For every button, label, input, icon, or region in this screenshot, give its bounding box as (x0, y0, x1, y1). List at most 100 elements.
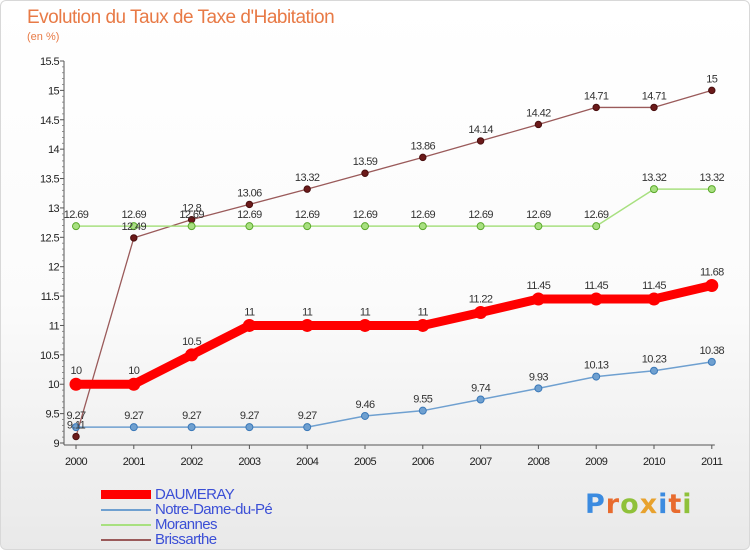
data-label: 14.14 (468, 124, 493, 136)
data-label: 12.8 (182, 203, 201, 215)
data-label: 9.27 (182, 410, 201, 422)
legend-label: Brissarthe (155, 531, 217, 548)
data-label: 11 (360, 306, 371, 318)
data-point (245, 222, 254, 231)
x-tick-label: 2009 (585, 456, 608, 468)
series-line-1 (76, 361, 712, 428)
data-point (303, 222, 312, 231)
data-label: 15 (706, 73, 718, 85)
legend-swatch (101, 538, 151, 541)
data-label: 9.27 (298, 410, 317, 422)
data-label: 12.69 (468, 209, 493, 221)
data-label: 14.42 (526, 107, 551, 119)
data-label: 12.49 (122, 221, 147, 233)
data-point (358, 318, 372, 332)
data-label: 14.71 (642, 90, 667, 102)
x-tick-label: 2008 (527, 456, 550, 468)
logo-letter: r (605, 489, 621, 520)
x-tick-label: 2000 (65, 456, 88, 468)
data-point (705, 278, 719, 292)
y-tick-label: 14 (48, 144, 60, 156)
data-label: 9.46 (355, 399, 374, 411)
y-tick-label: 15.5 (40, 56, 59, 68)
data-label: 11 (302, 306, 313, 318)
data-label: 11.45 (584, 280, 608, 292)
legend-label: Morannes (155, 516, 218, 533)
data-label: 12.69 (64, 209, 89, 221)
data-point (300, 318, 314, 332)
data-label: 10.38 (700, 345, 725, 357)
data-point (531, 292, 545, 306)
data-point (187, 222, 196, 231)
legend-item: Brissarthe (101, 532, 272, 547)
data-label: 11 (418, 306, 429, 318)
legend-swatch (101, 490, 151, 499)
x-tick-label: 2006 (412, 456, 435, 468)
data-point (416, 318, 430, 332)
data-label: 11.45 (642, 280, 666, 292)
data-point (592, 103, 600, 112)
legend-swatch (101, 508, 151, 511)
y-tick-label: 13.5 (40, 174, 59, 186)
data-point (592, 372, 601, 381)
data-point (419, 153, 427, 162)
data-point (707, 185, 716, 194)
data-label: 9.11 (67, 420, 86, 432)
logo-letter: o (620, 489, 640, 520)
data-point (650, 185, 658, 194)
data-point (72, 222, 80, 231)
data-label: 12.69 (179, 209, 204, 221)
data-label: 14.71 (584, 90, 609, 102)
data-point (72, 423, 80, 432)
data-point (418, 406, 427, 415)
data-label: 11.22 (469, 294, 493, 306)
data-point (476, 222, 485, 231)
data-label: 13.32 (700, 172, 725, 184)
data-point (589, 292, 603, 306)
data-point (303, 185, 311, 193)
series-line-3 (75, 89, 712, 437)
x-tick-label: 2005 (354, 456, 377, 468)
data-point (245, 200, 254, 209)
data-point (361, 169, 369, 177)
data-label: 10.13 (584, 360, 609, 372)
y-tick-label: 9 (53, 438, 59, 450)
data-label: 9.27 (240, 410, 259, 422)
data-point (474, 306, 488, 320)
data-label: 10.5 (182, 336, 201, 348)
chart-legend: DAUMERAY Notre-Dame-du-Pé Morannes Brissart… (101, 487, 273, 547)
x-tick-label: 2007 (470, 456, 493, 468)
y-tick-label: 12.5 (40, 232, 59, 244)
x-tick-label: 2004 (296, 456, 319, 468)
logo-letter: t (668, 489, 683, 520)
data-point (534, 120, 543, 129)
data-label: 9.93 (529, 371, 548, 383)
data-point (72, 432, 80, 441)
data-label: 13.32 (642, 172, 667, 184)
data-point (129, 423, 138, 432)
data-point (361, 222, 369, 231)
data-label: 9.27 (66, 410, 85, 422)
y-tick-label: 13 (48, 203, 60, 215)
data-label: 12.69 (411, 209, 436, 221)
legend-item: Morannes (101, 517, 272, 532)
y-tick-label: 10.5 (40, 350, 59, 362)
data-point (185, 348, 199, 362)
logo-letter: x (639, 489, 659, 520)
legend-label: Notre-Dame-du-Pé (155, 501, 273, 518)
data-point (127, 377, 141, 391)
y-tick-label: 10 (48, 379, 60, 391)
legend-item: DAUMERAY (101, 487, 272, 502)
data-point (476, 395, 485, 404)
y-tick-label: 11 (49, 320, 60, 332)
x-tick-label: 2003 (238, 456, 261, 468)
legend-swatch (101, 523, 151, 526)
data-label: 11.45 (527, 280, 551, 292)
data-label: 12.69 (295, 209, 320, 221)
data-label: 13.86 (411, 140, 436, 152)
data-label: 10 (70, 365, 82, 377)
data-label: 12.69 (122, 209, 147, 221)
data-point (129, 222, 138, 231)
x-tick-label: 2010 (643, 456, 666, 468)
